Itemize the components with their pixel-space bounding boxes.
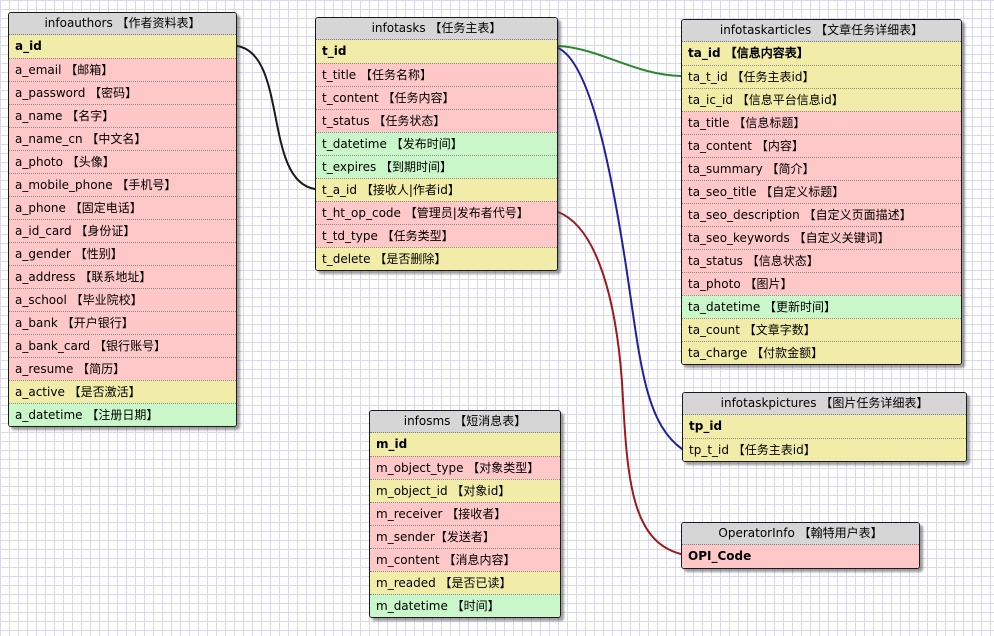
field-m_readed[interactable]: m_readed 【是否已读】 <box>370 571 560 594</box>
field-t_title[interactable]: t_title 【任务名称】 <box>316 63 557 86</box>
field-m_sender[interactable]: m_sender【发送者】 <box>370 525 560 548</box>
field-t_ht_op_code[interactable]: t_ht_op_code 【管理员|发布者代号】 <box>316 201 557 224</box>
field-m_receiver[interactable]: m_receiver 【接收者】 <box>370 502 560 525</box>
table-title-infoauthors[interactable]: infoauthors 【作者资料表】 <box>9 13 236 35</box>
field-a_photo[interactable]: a_photo 【头像】 <box>9 150 236 173</box>
field-ta_summary[interactable]: ta_summary 【简介】 <box>682 157 961 180</box>
field-t_a_id[interactable]: t_a_id 【接收人|作者id】 <box>316 178 557 201</box>
field-m_datetime[interactable]: m_datetime 【时间】 <box>370 594 560 617</box>
field-t_td_type[interactable]: t_td_type 【任务类型】 <box>316 224 557 247</box>
field-a_id_card[interactable]: a_id_card 【身份证】 <box>9 219 236 242</box>
field-ta_content[interactable]: ta_content 【内容】 <box>682 134 961 157</box>
field-a_datetime[interactable]: a_datetime 【注册日期】 <box>9 403 236 426</box>
relationship-infotasks-t_ht_op_code-to-operatorinfo-opi_code[interactable] <box>557 211 682 555</box>
table-infotaskarticles[interactable]: infotaskarticles 【文章任务详细表】 ta_id 【信息内容表】 t… <box>681 19 962 365</box>
field-a_mobile_phone[interactable]: a_mobile_phone 【手机号】 <box>9 173 236 196</box>
field-a_school[interactable]: a_school 【毕业院校】 <box>9 288 236 311</box>
field-a_gender[interactable]: a_gender 【性别】 <box>9 242 236 265</box>
field-ta_id[interactable]: ta_id 【信息内容表】 <box>682 42 961 65</box>
relationship-infotasks-t_id-to-infotaskarticles-ta_t_id[interactable] <box>557 45 682 77</box>
field-ta_charge[interactable]: ta_charge 【付款金额】 <box>682 341 961 364</box>
field-t_datetime[interactable]: t_datetime 【发布时间】 <box>316 132 557 155</box>
field-ta_title[interactable]: ta_title 【信息标题】 <box>682 111 961 134</box>
field-a_email[interactable]: a_email 【邮箱】 <box>9 58 236 81</box>
field-ta_seo_title[interactable]: ta_seo_title 【自定义标题】 <box>682 180 961 203</box>
table-title-infotaskarticles[interactable]: infotaskarticles 【文章任务详细表】 <box>682 20 961 42</box>
field-a_resume[interactable]: a_resume 【简历】 <box>9 357 236 380</box>
relationship-infoauthors-a_id-to-infotasks-t_a_id[interactable] <box>236 45 316 190</box>
field-a_phone[interactable]: a_phone 【固定电话】 <box>9 196 236 219</box>
field-a_bank_card[interactable]: a_bank_card 【银行账号】 <box>9 334 236 357</box>
field-m_content[interactable]: m_content 【消息内容】 <box>370 548 560 571</box>
field-ta_photo[interactable]: ta_photo 【图片】 <box>682 272 961 295</box>
field-t_id[interactable]: t_id <box>316 40 557 63</box>
field-t_delete[interactable]: t_delete 【是否删除】 <box>316 247 557 270</box>
field-ta_datetime[interactable]: ta_datetime 【更新时间】 <box>682 295 961 318</box>
field-a_bank[interactable]: a_bank 【开户银行】 <box>9 311 236 334</box>
field-tp_t_id[interactable]: tp_t_id 【任务主表id】 <box>683 438 966 461</box>
field-t_content[interactable]: t_content 【任务内容】 <box>316 86 557 109</box>
field-m_object_id[interactable]: m_object_id 【对象id】 <box>370 479 560 502</box>
field-a_id[interactable]: a_id <box>9 35 236 58</box>
field-a_address[interactable]: a_address 【联系地址】 <box>9 265 236 288</box>
field-t_expires[interactable]: t_expires 【到期时间】 <box>316 155 557 178</box>
field-m_object_type[interactable]: m_object_type 【对象类型】 <box>370 456 560 479</box>
field-tp_id[interactable]: tp_id <box>683 415 966 438</box>
field-t_status[interactable]: t_status 【任务状态】 <box>316 109 557 132</box>
field-ta_seo_keywords[interactable]: ta_seo_keywords 【自定义关键词】 <box>682 226 961 249</box>
table-operatorinfo[interactable]: OperatorInfo 【翰特用户表】 OPI_Code <box>681 522 920 569</box>
table-title-operatorinfo[interactable]: OperatorInfo 【翰特用户表】 <box>682 523 919 545</box>
field-a_name[interactable]: a_name 【名字】 <box>9 104 236 127</box>
field-a_password[interactable]: a_password 【密码】 <box>9 81 236 104</box>
field-a_active[interactable]: a_active 【是否激活】 <box>9 380 236 403</box>
table-infotaskpictures[interactable]: infotaskpictures 【图片任务详细表】 tp_id tp_t_id 【… <box>682 392 967 462</box>
table-title-infotasks[interactable]: infotasks 【任务主表】 <box>316 18 557 40</box>
table-infosms[interactable]: infosms 【短消息表】 m_id m_object_type 【对象类型】 m_… <box>369 410 561 618</box>
field-a_name_cn[interactable]: a_name_cn 【中文名】 <box>9 127 236 150</box>
table-infoauthors[interactable]: infoauthors 【作者资料表】 a_id a_email 【邮箱】 a_pas… <box>8 12 237 427</box>
table-title-infotaskpictures[interactable]: infotaskpictures 【图片任务详细表】 <box>683 393 966 415</box>
field-ta_ic_id[interactable]: ta_ic_id 【信息平台信息id】 <box>682 88 961 111</box>
table-title-infosms[interactable]: infosms 【短消息表】 <box>370 411 560 433</box>
table-infotasks[interactable]: infotasks 【任务主表】 t_id t_title 【任务名称】 t_cont… <box>315 17 558 271</box>
field-m_id[interactable]: m_id <box>370 433 560 456</box>
field-ta_count[interactable]: ta_count 【文章字数】 <box>682 318 961 341</box>
field-ta_status[interactable]: ta_status 【信息状态】 <box>682 249 961 272</box>
field-ta_t_id[interactable]: ta_t_id 【任务主表id】 <box>682 65 961 88</box>
relationship-infotasks-t_id-to-infotaskpictures-tp_t_id[interactable] <box>557 47 683 450</box>
field-OPI_Code[interactable]: OPI_Code <box>682 545 919 568</box>
field-ta_seo_description[interactable]: ta_seo_description 【自定义页面描述】 <box>682 203 961 226</box>
